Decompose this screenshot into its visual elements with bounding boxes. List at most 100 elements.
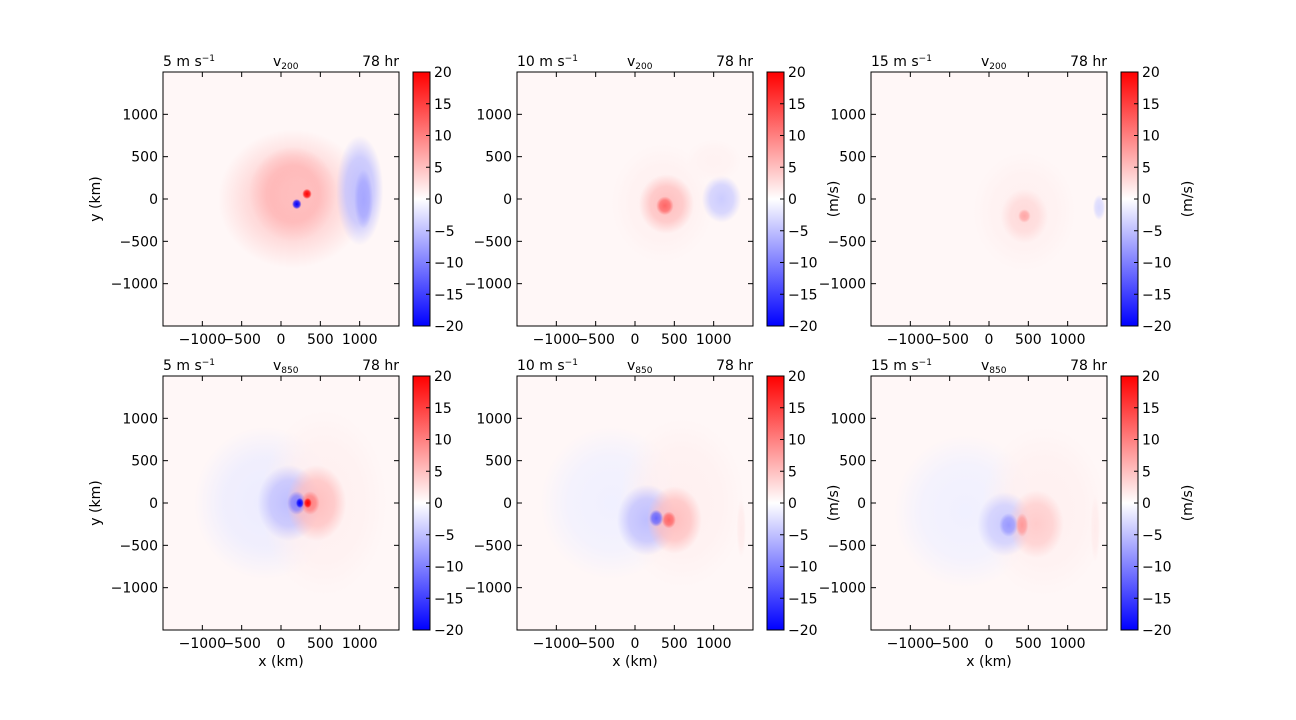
field-feature [649,509,664,527]
colorbar-tick-label: 20 [1142,65,1160,81]
x-tick-label: −500 [576,636,614,652]
field-feature [701,175,742,223]
x-tick-label: −500 [930,636,968,652]
y-tick-label: 1000 [122,411,158,427]
y-tick-label: 1000 [830,411,866,427]
x-tick-label: 1000 [342,636,378,652]
x-axis-label: x (km) [612,654,657,670]
time-label: 78 hr [716,358,753,374]
colorbar-tick-label: −10 [434,256,464,272]
colorbar-tick-label: −20 [1142,319,1172,335]
field-feature [661,511,676,529]
colorbar-tick-label: 20 [434,65,452,81]
speed-label-sup: −1 [919,54,932,64]
colorbar-tick-label: 15 [1142,401,1160,417]
colorbar-tick-label: 0 [788,496,797,512]
y-tick-label: −500 [120,538,158,554]
x-tick-label: 1000 [1050,636,1086,652]
field-layer [540,418,746,588]
colorbar-tick-label: −20 [434,623,464,639]
y-tick-label: −500 [828,538,866,554]
colorbar-tick-label: 15 [434,97,452,113]
colorbar-tick-label: 10 [1142,129,1160,145]
colorbar-tick-label: −20 [434,319,464,335]
x-tick-label: 0 [985,636,994,652]
speed-label-sup: −1 [202,54,215,64]
speed-label-sup: −1 [565,358,578,368]
y-tick-label: 500 [839,150,866,166]
x-tick-label: 0 [631,332,640,348]
colorbar-tick-label: 10 [788,129,806,145]
colorbar-tick-label: 10 [1142,433,1160,449]
y-tick-label: 500 [131,454,158,470]
field-layer [218,129,384,269]
time-label: 78 hr [1070,358,1107,374]
x-tick-label: −1000 [533,636,580,652]
y-tick-label: −500 [474,234,512,250]
time-label: 78 hr [362,54,399,70]
colorbar-label: (m/s) [826,485,842,522]
colorbar-tick-label: 10 [434,433,452,449]
colorbar-tick-label: 20 [434,369,452,385]
x-tick-label: 0 [985,332,994,348]
field-layer [973,152,1106,271]
colorbar-tick-label: 5 [434,464,443,480]
colorbar-tick-label: −20 [788,623,818,639]
colorbar-tick-label: −5 [1142,528,1163,544]
speed-label: 10 m s−1 [517,358,578,374]
colorbar-tick-label: −15 [434,287,464,303]
y-tick-label: −1000 [111,277,158,293]
field-layer [611,139,742,263]
colorbar-tick-label: 15 [434,401,452,417]
y-tick-label: 1000 [830,107,866,123]
x-tick-label: 500 [1015,332,1042,348]
speed-label: 15 m s−1 [871,54,932,70]
colorbar-tick-label: 10 [788,433,806,449]
speed-label: 5 m s−1 [163,54,215,70]
x-tick-label: −1000 [887,636,934,652]
speed-label-sup: −1 [202,358,215,368]
x-tick-label: −1000 [887,332,934,348]
variable-label: v850 [627,358,653,376]
x-tick-label: 500 [307,332,334,348]
colorbar-tick-label: −10 [1142,560,1172,576]
speed-label-sup: −1 [565,54,578,64]
colorbar-tick-label: 20 [788,369,806,385]
y-axis-label: y (km) [88,176,104,221]
y-tick-label: 1000 [476,411,512,427]
x-tick-label: 0 [277,636,286,652]
variable-sub: 200 [635,62,652,72]
y-tick-label: −1000 [819,277,866,293]
field-feature [736,498,746,559]
y-tick-label: 1000 [122,107,158,123]
field-feature [271,167,322,222]
colorbar-tick-label: 5 [434,160,443,176]
variable-sub: 850 [989,366,1006,376]
colorbar-tick-label: −20 [1142,623,1172,639]
field-feature [292,199,302,210]
colorbar-tick-label: 15 [788,97,806,113]
colorbar-tick-label: 0 [434,192,443,208]
y-tick-label: −500 [120,234,158,250]
y-tick-label: −1000 [819,581,866,597]
colorbar-tick-label: −10 [1142,256,1172,272]
x-tick-label: 500 [1015,636,1042,652]
colorbar-tick-label: −15 [1142,591,1172,607]
colorbar-tick-label: −5 [434,224,455,240]
colorbar-tick-label: 5 [788,464,797,480]
colorbar-tick-label: −5 [1142,224,1163,240]
field-feature [1018,209,1031,223]
colorbar-tick-label: 5 [788,160,797,176]
speed-label: 15 m s−1 [871,358,932,374]
field-feature [303,497,312,509]
field-feature [1092,194,1106,221]
y-tick-label: −1000 [465,581,512,597]
y-tick-label: 500 [485,454,512,470]
variable-label: v200 [981,54,1007,72]
colorbar-tick-label: 20 [1142,369,1160,385]
y-tick-label: −500 [828,234,866,250]
variable-label: v200 [627,54,653,72]
